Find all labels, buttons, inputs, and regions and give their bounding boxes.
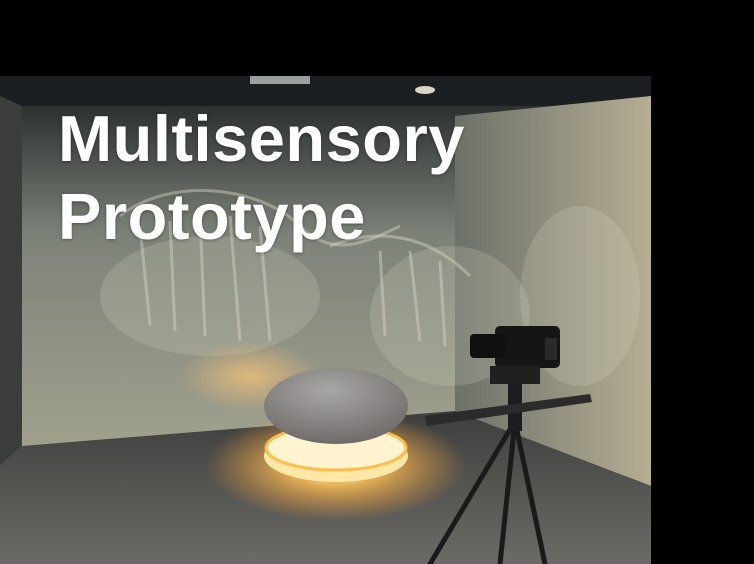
slide-title: Multisensory Prototype [58, 100, 465, 256]
installation-photo [0, 76, 651, 564]
slide-title-line-1: Multisensory [58, 102, 465, 175]
slide-title-line-2: Prototype [58, 180, 366, 253]
installation-photo-illustration [0, 76, 651, 564]
